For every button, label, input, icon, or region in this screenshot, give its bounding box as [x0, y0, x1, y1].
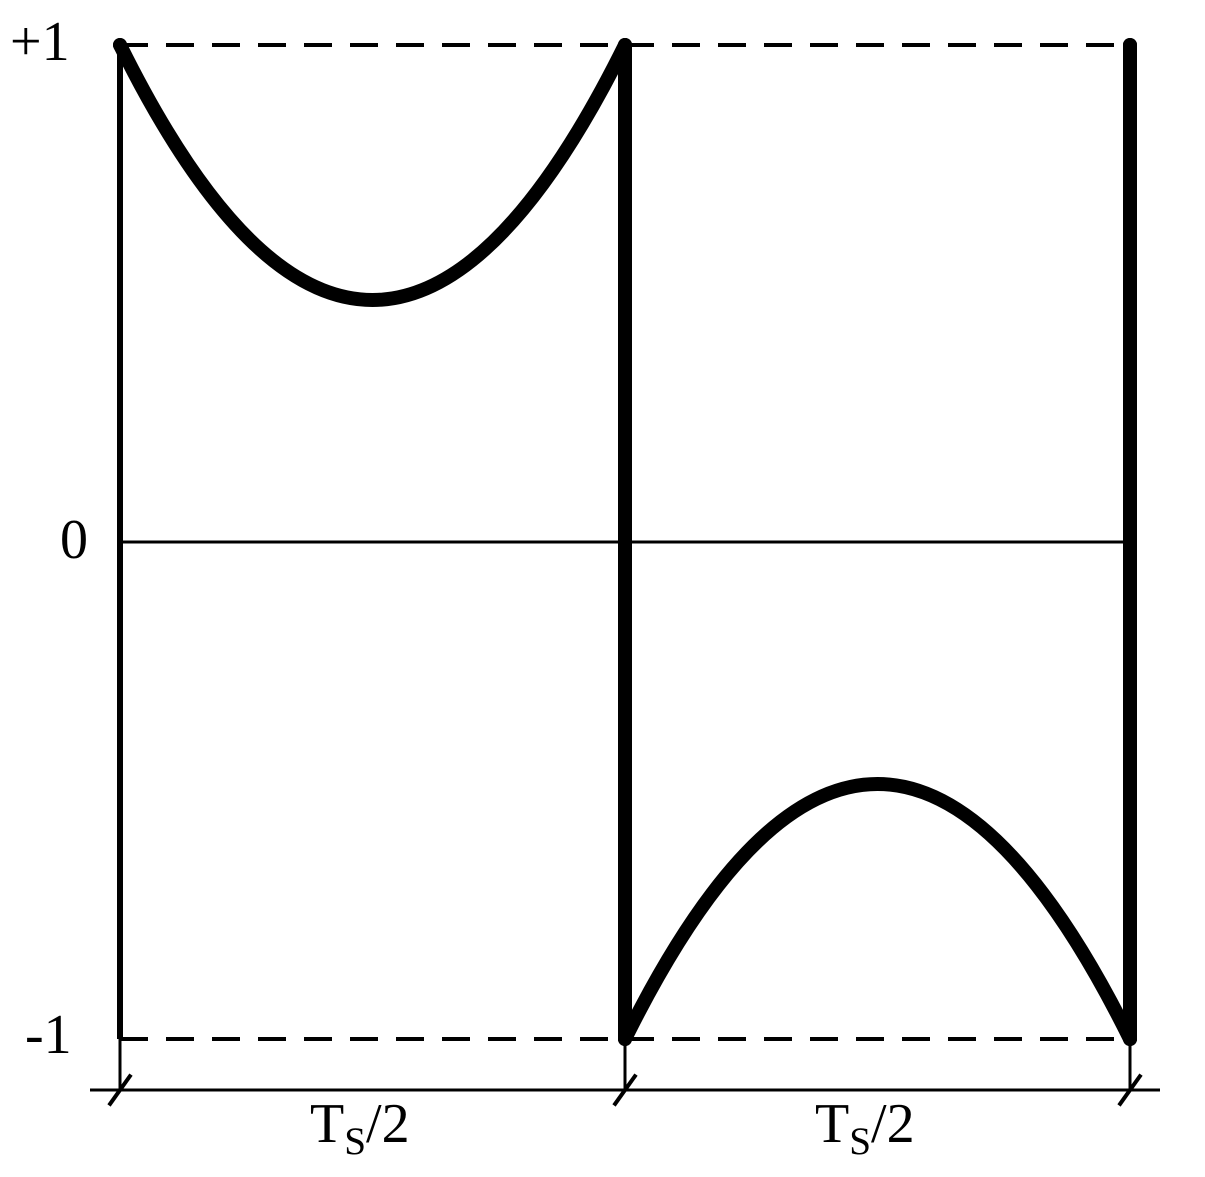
y-label-minus-one: -1 — [25, 1003, 72, 1067]
x-label-half-2: TS/2 — [815, 1092, 915, 1164]
y-label-plus-one: +1 — [10, 10, 70, 74]
y-label-zero: 0 — [60, 508, 88, 572]
waveform-diagram: +1 0 -1 TS/2 TS/2 — [0, 0, 1205, 1177]
x-label-half-1: TS/2 — [310, 1092, 410, 1164]
plot-canvas — [0, 0, 1205, 1177]
